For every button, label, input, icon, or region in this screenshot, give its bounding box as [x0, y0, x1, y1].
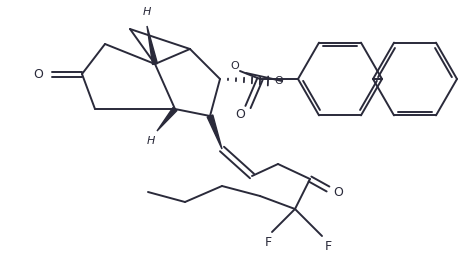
- Text: F: F: [324, 239, 331, 252]
- Polygon shape: [157, 107, 177, 131]
- Text: F: F: [264, 235, 272, 248]
- Text: H: H: [147, 136, 155, 146]
- Text: O: O: [231, 61, 239, 71]
- Polygon shape: [147, 26, 157, 64]
- Text: O: O: [235, 109, 245, 121]
- Text: O: O: [33, 68, 43, 81]
- Text: O: O: [333, 186, 343, 200]
- Text: H: H: [143, 7, 151, 17]
- Text: O: O: [274, 76, 283, 86]
- Polygon shape: [207, 115, 222, 149]
